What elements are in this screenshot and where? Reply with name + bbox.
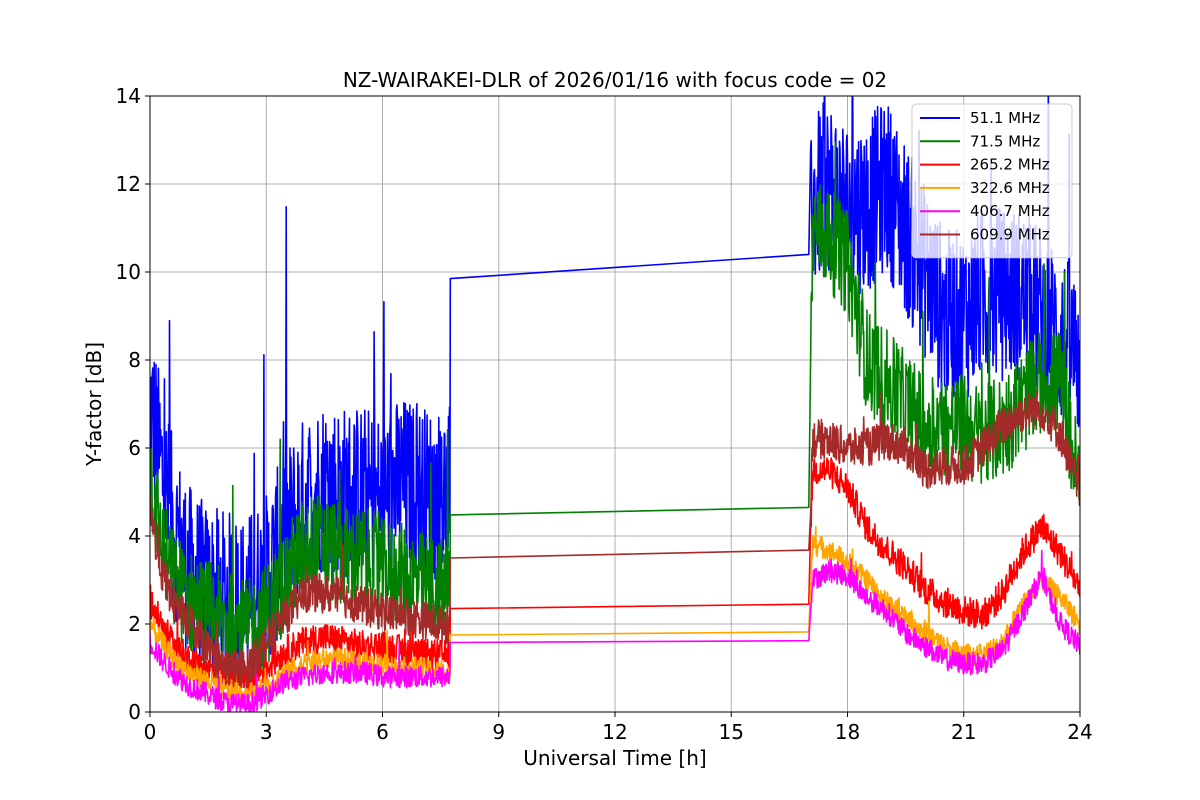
x-tick-label: 18 <box>835 720 860 744</box>
legend-entry: 51.1 MHz <box>970 109 1040 127</box>
x-tick-label: 6 <box>376 720 389 744</box>
y-tick-label: 6 <box>128 436 141 460</box>
x-tick-label: 0 <box>144 720 157 744</box>
y-tick-label: 4 <box>128 524 141 548</box>
legend-entry: 609.9 MHz <box>970 226 1050 244</box>
x-tick-label: 21 <box>951 720 976 744</box>
y-tick-label: 8 <box>128 348 141 372</box>
y-tick-label: 2 <box>128 612 141 636</box>
legend-entry: 71.5 MHz <box>970 132 1040 150</box>
y-tick-label: 12 <box>116 172 141 196</box>
chart-title: NZ-WAIRAKEI-DLR of 2026/01/16 with focus… <box>343 68 887 92</box>
x-tick-label: 9 <box>492 720 505 744</box>
x-tick-label: 12 <box>602 720 627 744</box>
y-tick-label: 10 <box>116 260 141 284</box>
y-tick-label: 0 <box>128 700 141 724</box>
legend: 51.1 MHz 71.5 MHz 265.2 MHz 322.6 MHz 406.7… <box>911 103 1073 259</box>
series-line-406-7-mhz <box>150 549 1080 712</box>
x-tick-label: 15 <box>719 720 744 744</box>
legend-box <box>911 103 1073 259</box>
series-line-609-9-mhz <box>150 390 1080 689</box>
y-tick-label: 14 <box>116 84 141 108</box>
legend-entry: 406.7 MHz <box>970 202 1050 220</box>
legend-entry: 322.6 MHz <box>970 179 1050 197</box>
y-axis-label: Y-factor [dB] <box>82 342 106 467</box>
series-line-265-2-mhz <box>150 457 1080 691</box>
series-layer <box>150 96 1080 712</box>
x-tick-label: 24 <box>1067 720 1092 744</box>
x-tick-label: 3 <box>260 720 273 744</box>
x-axis-label: Universal Time [h] <box>523 746 706 770</box>
legend-entry: 265.2 MHz <box>970 156 1050 174</box>
